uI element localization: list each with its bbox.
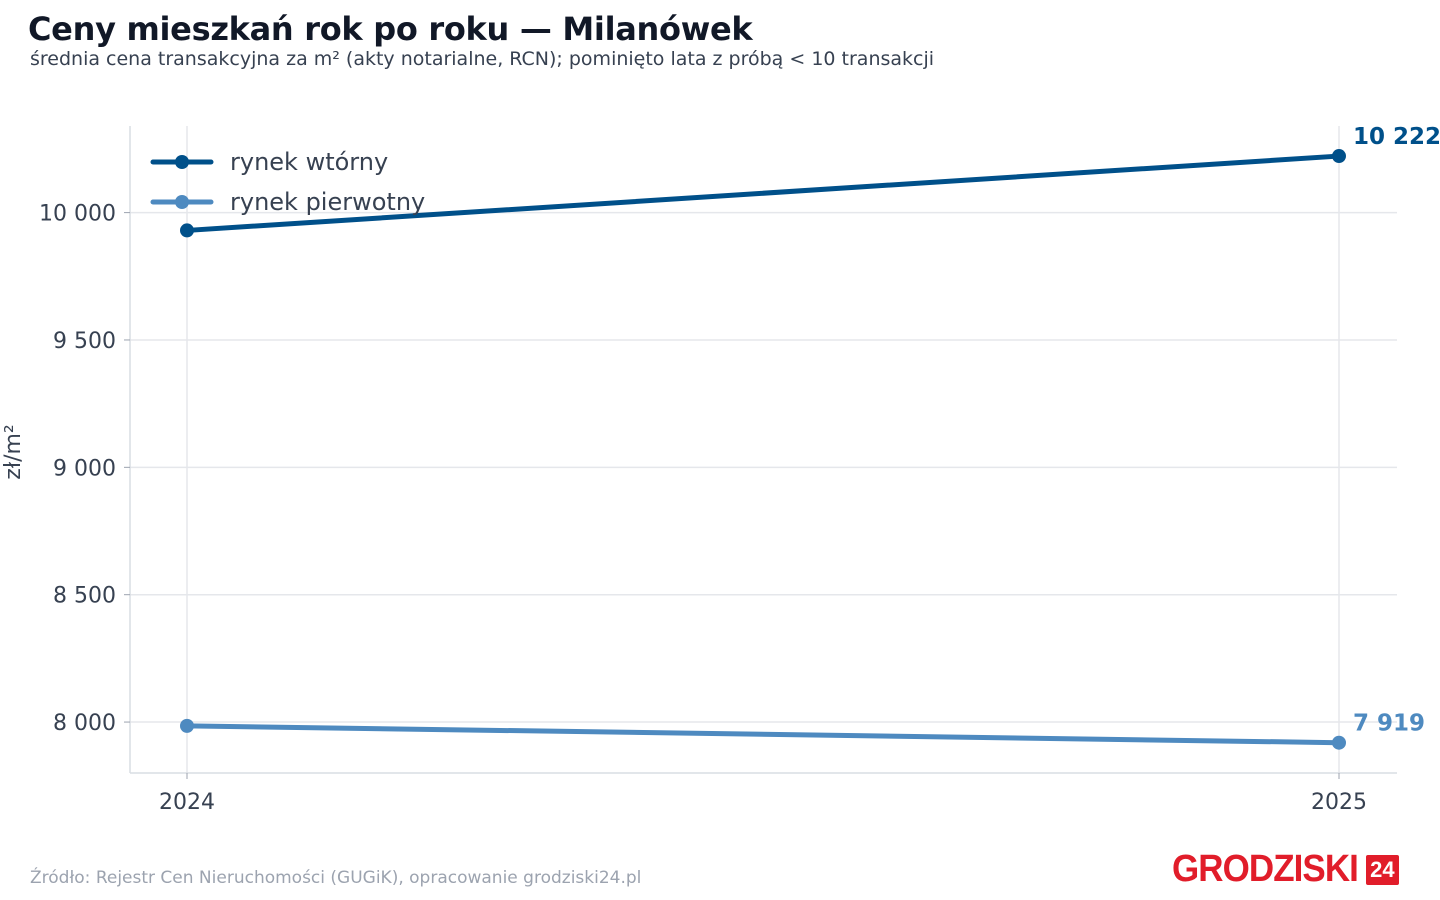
logo-badge: 24 — [1366, 854, 1399, 885]
data-point — [1332, 735, 1346, 750]
y-tick-label: 8 000 — [53, 711, 116, 736]
axis-layer — [129, 126, 1397, 774]
series-line-0 — [184, 153, 1342, 233]
legend: rynek wtórny rynek pierwotny — [150, 148, 425, 216]
x-tick-label: 2025 — [1311, 790, 1367, 815]
end-value-label: 10 222 — [1353, 124, 1440, 150]
y-tick-label: 9 000 — [53, 456, 116, 481]
chart-title: Ceny mieszkań rok po roku — Milanówek — [28, 10, 753, 48]
publisher-logo: GRODZISKI 24 — [1172, 848, 1399, 891]
x-tick-label: 2024 — [159, 790, 215, 815]
legend-label: rynek pierwotny — [230, 188, 425, 216]
y-tick-label: 10 000 — [39, 202, 116, 227]
y-tick-label: 8 500 — [53, 584, 116, 609]
data-point — [1332, 149, 1346, 164]
legend-label: rynek wtórny — [230, 148, 388, 176]
series-line-1 — [184, 723, 1342, 746]
y-axis-label: zł/m² — [1, 424, 26, 479]
end-value-label: 7 919 — [1353, 711, 1425, 737]
data-point — [180, 718, 194, 733]
legend-marker — [175, 155, 189, 169]
tick-layer: 8 000 8 500 9 000 9 500 10 000 2024 2025 — [39, 202, 1367, 815]
logo-text: GRODZISKI — [1172, 848, 1359, 890]
data-point — [180, 223, 194, 238]
chart-subtitle: średnia cena transakcyjna za m² (akty no… — [30, 48, 935, 70]
y-tick-label: 9 500 — [53, 329, 116, 354]
series-layer: 10 222 7 919 — [180, 124, 1440, 750]
source-note: Źródło: Rejestr Cen Nieruchomości (GUGiK… — [30, 868, 642, 888]
legend-marker — [175, 195, 189, 209]
